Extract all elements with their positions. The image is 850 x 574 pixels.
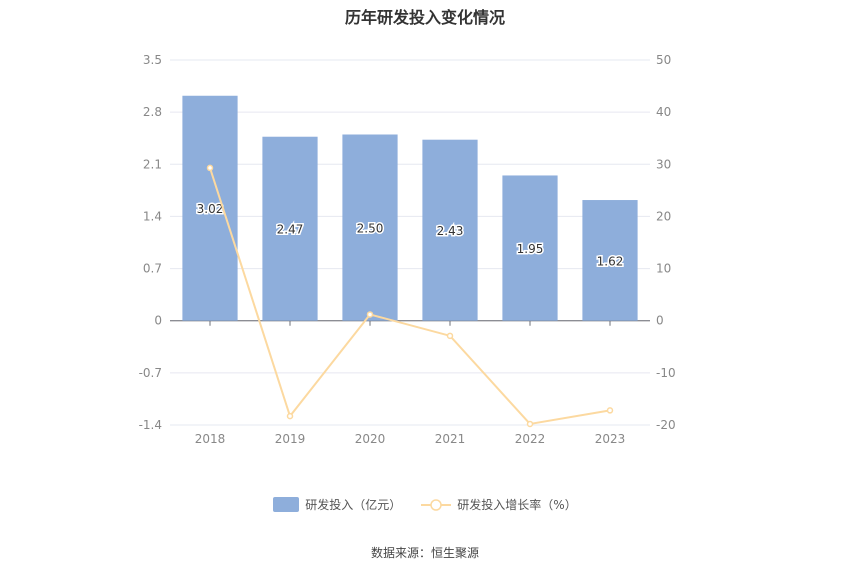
bar [582, 200, 638, 321]
bar [182, 95, 238, 321]
bar-value-label: 2.47 [277, 223, 304, 237]
bar [422, 139, 478, 321]
line-point [446, 332, 454, 340]
line-point [366, 311, 374, 318]
y-left-tick-label: -1.4 [139, 418, 162, 432]
legend-line-swatch [421, 498, 452, 511]
y-right-tick-label: -10 [656, 366, 676, 380]
x-tick-label: 2020 [355, 432, 386, 446]
y-right-tick-label: 30 [656, 157, 671, 171]
bar [342, 134, 398, 321]
bar [502, 175, 558, 321]
data-source: 数据来源：恒生聚源 [370, 546, 479, 560]
line-point [606, 407, 614, 414]
legend-item-growth-rate[interactable]: 研发投入增长率（%） [421, 496, 577, 513]
line-point [526, 420, 534, 428]
bar-value-label: 1.62 [597, 254, 624, 268]
legend-bar-swatch [273, 497, 300, 512]
chart-title: 历年研发投入变化情况 [344, 8, 505, 27]
x-tick-label: 2018 [195, 432, 226, 446]
x-tick-label: 2019 [275, 432, 306, 446]
bar-value-label: 3.02 [197, 202, 224, 216]
y-right-tick-label: 50 [656, 53, 671, 67]
y-right-tick-label: 10 [656, 262, 671, 276]
chart-legend: 研发投入（亿元） 研发投入增长率（%） [0, 496, 850, 513]
y-right-tick-label: 20 [656, 209, 671, 223]
bar [262, 136, 318, 321]
legend-label-growth-rate: 研发投入增长率（%） [457, 498, 577, 512]
bar-value-label: 1.95 [517, 242, 544, 256]
line-point [206, 164, 214, 172]
y-left-tick-label: -0.7 [139, 366, 162, 380]
y-left-tick-label: 1.4 [143, 209, 162, 223]
line-point [286, 412, 294, 420]
y-left-tick-label: 0.7 [143, 262, 162, 276]
series-line-growth-rate [209, 167, 611, 426]
y-right-tick-label: 0 [656, 314, 664, 328]
y-left-tick-label: 2.8 [143, 105, 162, 119]
y-right-tick-label: 40 [656, 105, 671, 119]
x-tick-label: 2023 [595, 432, 626, 446]
x-tick-label: 2022 [515, 432, 546, 446]
legend-item-rd-investment[interactable]: 研发投入（亿元） [273, 496, 401, 513]
y-left-tick-label: 3.5 [143, 53, 162, 67]
y-right-tick-label: -20 [656, 418, 676, 432]
x-tick-label: 2021 [435, 432, 466, 446]
bar-value-label: 2.50 [357, 222, 384, 236]
y-left-tick-label: 0 [154, 314, 162, 328]
legend-label-rd-investment: 研发投入（亿元） [305, 498, 402, 512]
bar-value-label: 2.43 [437, 224, 464, 238]
y-left-tick-label: 2.1 [143, 157, 162, 171]
